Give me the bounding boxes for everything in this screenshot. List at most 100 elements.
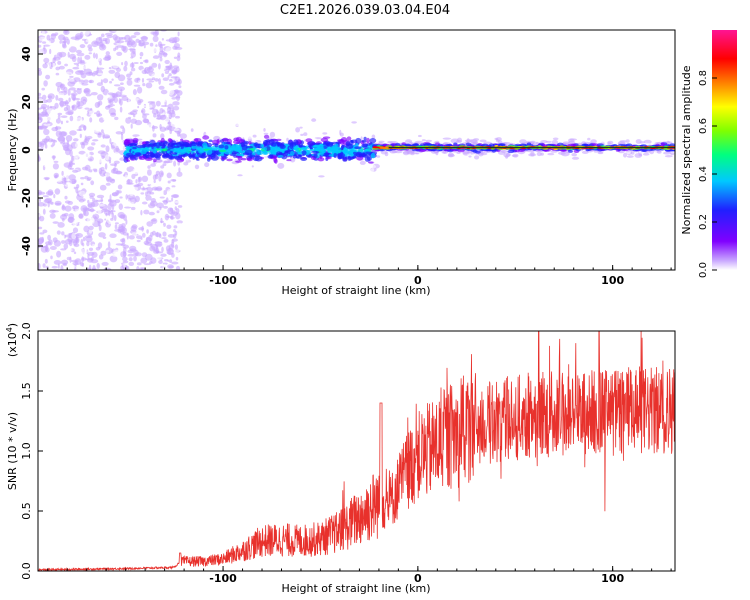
spectrogram-mark	[147, 123, 153, 128]
spectrogram-mark	[58, 97, 64, 102]
spectrogram-mark	[103, 96, 107, 100]
spectrogram-mark	[38, 44, 42, 48]
spectrogram-mark	[130, 155, 135, 160]
spectrogram-mark	[457, 137, 462, 143]
spectrogram-mark	[317, 157, 325, 162]
spectrogram-mark	[462, 151, 470, 155]
spectrogram-mark	[91, 201, 99, 207]
spectrogram-mark	[89, 107, 93, 111]
spectrogram-mark	[47, 105, 50, 110]
spectrogram-mark	[309, 160, 315, 164]
spectrogram-mark	[105, 99, 109, 105]
spectrogram-mark	[171, 241, 175, 248]
spectrogram-mark	[38, 92, 42, 97]
spectrogram-mark	[44, 197, 53, 203]
spectrogram-mark	[105, 32, 113, 36]
spectrogram-mark	[168, 200, 172, 203]
spectrogram-mark	[135, 179, 138, 184]
spectrogram-mark	[177, 31, 180, 37]
spectrogram-mark	[119, 106, 123, 113]
spectrogram-mark	[64, 30, 68, 34]
spectrogram-mark	[122, 244, 130, 249]
spectrogram-mark	[154, 30, 159, 36]
spectrogram-mark	[425, 139, 433, 143]
spectrogram-mark	[657, 150, 662, 154]
spectrogram-mark	[159, 114, 167, 121]
spectrogram-mark	[52, 163, 60, 170]
spectrogram-mark	[200, 155, 208, 158]
spectrogram-mark	[171, 252, 175, 258]
spectrogram-mark	[162, 263, 167, 269]
spectrogram-mark	[72, 162, 76, 165]
spectrogram-mark	[226, 158, 233, 162]
spectrogram-mark	[99, 169, 107, 177]
spectrogram-mark	[163, 239, 169, 243]
spectrogram-mark	[211, 139, 220, 144]
spectrogram-mark	[151, 73, 157, 79]
spectrogram-mark	[120, 214, 125, 219]
spectrogram-mark	[126, 73, 131, 78]
spectrogram-mark	[109, 98, 114, 105]
spectrogram-mark	[75, 252, 81, 256]
spectrogram-mark	[320, 146, 324, 151]
spectrogram-mark	[143, 240, 150, 245]
spectrogram-mark	[333, 152, 338, 158]
spectrogram-mark	[456, 151, 461, 154]
spectrogram-mark	[66, 144, 73, 152]
spectrogram-mark	[57, 112, 63, 116]
spectrogram-mark	[68, 174, 76, 181]
spectrogram-mark	[547, 152, 555, 156]
spectrogram-mark	[89, 207, 95, 213]
spectrogram-mark	[94, 199, 98, 202]
spectrogram-mark	[63, 243, 69, 250]
spectrogram-mark	[251, 165, 254, 168]
spectrogram-mark	[557, 142, 564, 146]
y-tick-label: 20	[20, 94, 33, 110]
spectrogram-mark	[173, 134, 179, 137]
spectrogram-mark	[91, 142, 96, 146]
spectrogram-mark	[100, 85, 106, 93]
spectrogram-mark	[102, 37, 108, 42]
spectrogram-mark	[168, 112, 173, 120]
spectrogram-mark	[168, 73, 172, 77]
snr-x-axis-label: Height of straight line (km)	[281, 582, 430, 595]
spectrogram-mark	[175, 256, 179, 261]
spectrogram-mark	[124, 34, 131, 42]
spectrogram-mark	[128, 48, 136, 51]
spectrogram-mark	[75, 148, 81, 152]
spectrogram-mark	[138, 155, 147, 160]
spectrogram-mark	[135, 152, 142, 156]
spectrogram-mark	[128, 235, 135, 240]
spectrogram-mark	[63, 86, 68, 93]
spectrogram-mark	[38, 113, 45, 117]
spectrogram-mark	[132, 89, 137, 96]
spectrogram-mark	[108, 67, 112, 70]
spectrogram-mark	[178, 151, 185, 155]
spectrogram-mark	[82, 86, 85, 91]
spectrogram-mark	[152, 142, 158, 147]
spectrogram-mark	[263, 132, 269, 135]
spectrogram-mark	[51, 109, 56, 116]
spectrogram-mark	[364, 156, 371, 162]
spectrogram-mark	[73, 89, 77, 93]
spectrogram-mark	[61, 204, 65, 210]
spectrogram-mark	[148, 152, 155, 157]
spectrogram-mark	[141, 175, 149, 182]
colorbar-tick-label: 0.8	[698, 70, 709, 86]
spectrogram-mark	[313, 152, 318, 159]
spectrogram-mark	[334, 143, 339, 149]
spectrogram-mark	[166, 172, 172, 179]
spectrogram-mark	[263, 134, 270, 139]
spectrogram-mark	[103, 60, 109, 65]
spectrogram-mark	[148, 47, 157, 54]
spectrogram-mark	[154, 241, 163, 244]
spectrogram-mark	[147, 169, 152, 176]
spectrogram-mark	[129, 62, 135, 68]
spectrogram-mark	[91, 267, 97, 270]
spectrogram-mark	[131, 173, 136, 179]
spectrogram-mark	[63, 107, 69, 112]
spectrogram-mark	[73, 243, 80, 248]
spectrogram-mark	[141, 201, 148, 205]
spectrogram-mark	[57, 222, 65, 228]
snr-panel: -100 0 100 0.0 0.5 1.0 1.5 2.0 Height of strai…	[5, 322, 676, 595]
